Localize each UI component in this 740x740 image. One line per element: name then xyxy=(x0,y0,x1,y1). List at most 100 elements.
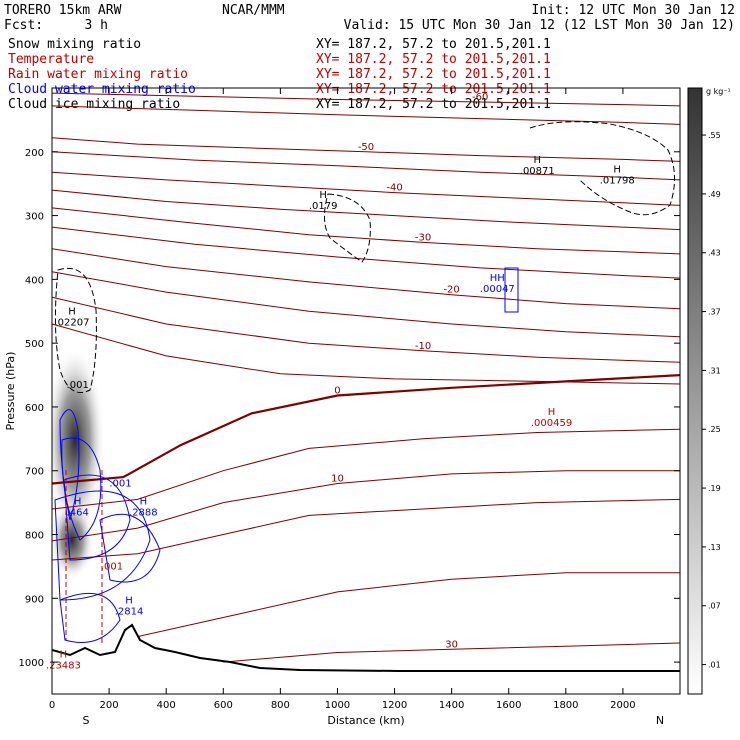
max-value-6: .464 xyxy=(67,507,89,518)
temp-contour-4 xyxy=(52,171,680,206)
max-value-8: .001 xyxy=(109,479,131,490)
max-value-9: .001 xyxy=(101,562,123,573)
legend-entry-3: Cloud water mixing ratio xyxy=(8,82,196,97)
colorbar-tick-label-1: .07 xyxy=(708,602,721,611)
cloud-water-contours xyxy=(54,267,519,643)
max-value-10: .2814 xyxy=(115,606,144,617)
init-time: Init: 12 UTC Mon 30 Jan 12 xyxy=(532,3,736,18)
x-tick-label-7: 1400 xyxy=(439,700,464,711)
temp-contour-13 xyxy=(52,428,680,510)
rain-contours xyxy=(65,470,103,645)
colorbar xyxy=(687,87,703,695)
max-marker-0: H xyxy=(534,155,542,166)
max-marker-12: HH xyxy=(490,273,505,284)
max-marker-5: H xyxy=(548,407,556,418)
max-value-4: .001 xyxy=(67,380,89,391)
temp-label-6: -30 xyxy=(415,232,431,243)
x-tick-label-5: 1000 xyxy=(325,700,350,711)
x-tick-label-0: 0 xyxy=(49,700,55,711)
temp-contour-14 xyxy=(52,470,680,542)
temp-label-0: -60 xyxy=(472,92,488,103)
y-tick-label-4: 600 xyxy=(25,403,44,414)
max-marker-1: H xyxy=(613,165,621,176)
terrain-line xyxy=(52,623,680,672)
temp-contour-8 xyxy=(52,248,680,310)
x-axis: 0 200 400 600 800 1000 1200 1400 1600 1800 2000 xyxy=(49,88,636,711)
legend-xy-1: XY= 187.2, 57.2 to 201.5,201.1 xyxy=(316,52,551,67)
temp-contour-15 xyxy=(52,498,680,561)
snow-contours xyxy=(54,121,675,393)
legend-xy-3: XY= 187.2, 57.2 to 201.5,201.1 xyxy=(316,82,551,97)
y-tick-label-5: 700 xyxy=(25,467,44,478)
valid-time: Valid: 15 UTC Mon 30 Jan 12 (12 LST Mon … xyxy=(344,18,735,33)
forecast-label: Fcst: xyxy=(4,18,43,33)
max-value-3: .02207 xyxy=(54,317,89,328)
max-marker-11: H xyxy=(60,649,68,660)
colorbar-tick-label-7: .43 xyxy=(708,249,721,258)
max-value-1: .01798 xyxy=(600,176,635,187)
temp-label-2: -50 xyxy=(358,142,374,153)
y-tick-label-1: 300 xyxy=(25,212,44,223)
legend-xy-4: XY= 187.2, 57.2 to 201.5,201.1 xyxy=(316,97,551,112)
max-marker-7: H xyxy=(140,496,148,507)
x-tick-label-2: 400 xyxy=(157,700,176,711)
y-tick-label-6: 800 xyxy=(25,531,44,542)
x-axis-label: Distance (km) xyxy=(327,714,404,727)
legend-entry-1: Temperature xyxy=(8,52,94,67)
colorbar-unit: g kg⁻¹ xyxy=(706,87,731,96)
temperature-contours: -60 -50 -40 -30 -20 -10 0 10 30 xyxy=(52,92,680,663)
colorbar-tick-label-9: .55 xyxy=(708,131,721,140)
center-name: NCAR/MMM xyxy=(222,3,285,18)
x-tick-label-6: 1200 xyxy=(382,700,407,711)
colorbar-ticks: .01 .07 .13 .19 .25 .31 .37 .43 .49 .55 xyxy=(702,131,721,670)
temp-contour-10 xyxy=(52,296,680,363)
max-value-7: .2888 xyxy=(129,507,158,518)
x-tick-label-4: 800 xyxy=(271,700,290,711)
max-marker-6: H xyxy=(74,496,82,507)
temp-contour-5 xyxy=(52,189,680,231)
y-axis-label: Pressure (hPa) xyxy=(4,352,17,431)
x-tick-label-8: 1600 xyxy=(496,700,521,711)
max-value-5: .000459 xyxy=(531,418,572,429)
north-label: N xyxy=(656,714,664,727)
temp-label-17: 30 xyxy=(445,639,458,650)
y-tick-label-3: 500 xyxy=(25,339,44,350)
legend-entry-4: Cloud ice mixing ratio xyxy=(8,97,180,112)
colorbar-tick-label-3: .19 xyxy=(708,484,721,493)
colorbar-tick-label-5: .31 xyxy=(708,366,721,375)
colorbar-tick-label-0: .01 xyxy=(708,661,721,670)
temp-contour-7 xyxy=(52,226,680,279)
temp-contour-17 xyxy=(223,642,680,663)
colorbar-tick-label-2: .13 xyxy=(708,543,721,552)
temp-label-12: 0 xyxy=(334,385,340,396)
temp-label-14: 10 xyxy=(331,473,344,484)
temp-label-8: -20 xyxy=(443,285,459,296)
max-value-12: .00047 xyxy=(480,284,515,295)
legend-xy-0: XY= 187.2, 57.2 to 201.5,201.1 xyxy=(316,37,551,52)
temp-contour-1 xyxy=(52,105,680,125)
field-legend: Snow mixing ratio XY= 187.2, 57.2 to 201.… xyxy=(8,37,551,112)
x-tick-label-9: 1800 xyxy=(553,700,578,711)
max-marker-3: H xyxy=(68,306,76,317)
colorbar-tick-label-6: .37 xyxy=(708,308,721,317)
temp-contour-6 xyxy=(52,207,680,255)
max-value-2: .0179 xyxy=(309,201,338,212)
legend-entry-0: Snow mixing ratio xyxy=(8,37,141,52)
plot-frame xyxy=(51,87,681,695)
south-label: S xyxy=(83,714,90,727)
temp-contour-16 xyxy=(137,572,680,638)
y-tick-label-7: 900 xyxy=(25,594,44,605)
legend-entry-2: Rain water mixing ratio xyxy=(8,67,188,82)
y-tick-label-0: 200 xyxy=(25,148,44,159)
colorbar-tick-label-8: .49 xyxy=(708,190,721,199)
max-value-0: .00871 xyxy=(520,166,555,177)
legend-xy-2: XY= 187.2, 57.2 to 201.5,201.1 xyxy=(316,67,551,82)
max-marker-2: H xyxy=(319,190,327,201)
temp-label-4: -40 xyxy=(386,183,402,194)
temp-contour-2 xyxy=(52,137,680,162)
max-marker-10: H xyxy=(125,595,133,606)
temp-contour-9 xyxy=(52,271,680,338)
x-tick-label-10: 2000 xyxy=(610,700,635,711)
